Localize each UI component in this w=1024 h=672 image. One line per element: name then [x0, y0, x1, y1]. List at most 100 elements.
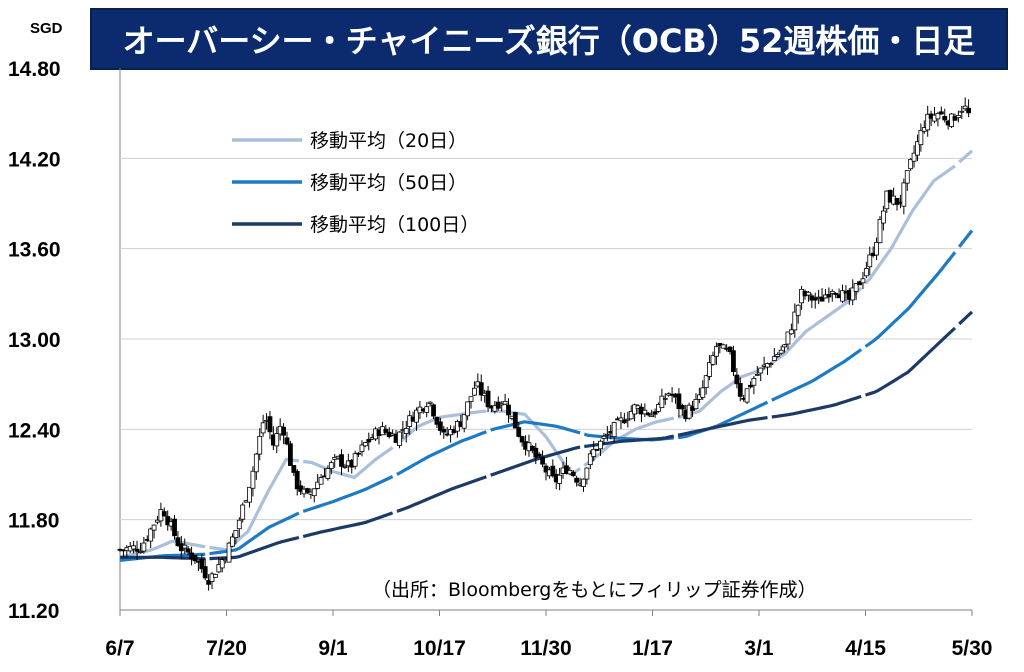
candle-body — [325, 468, 331, 479]
candle-body — [782, 344, 787, 348]
candle-body — [431, 404, 436, 417]
candle-body — [676, 393, 682, 409]
candle-body — [311, 488, 317, 497]
legend-label: 移動平均（20日） — [310, 130, 467, 152]
y-axis-unit: SGD — [30, 20, 63, 37]
candle-body — [199, 558, 205, 570]
candle-body — [962, 105, 968, 110]
candle-body — [366, 439, 372, 443]
candle-body — [959, 110, 965, 113]
candle-body — [182, 544, 188, 549]
candle-body — [434, 416, 440, 425]
candle-body — [765, 363, 770, 368]
candle-body — [253, 453, 259, 473]
candle-body — [591, 448, 597, 457]
candle-body — [250, 470, 256, 489]
candle-body — [714, 346, 719, 357]
candle-body — [758, 367, 764, 374]
candle-body — [284, 437, 290, 445]
candle-body — [356, 452, 361, 455]
candle-body — [138, 551, 143, 553]
candle-body — [219, 559, 225, 569]
candle-body — [550, 465, 556, 477]
y-tick-label: 13.00 — [8, 329, 61, 352]
ma20-line — [119, 149, 974, 559]
candle-body — [175, 537, 181, 547]
candle-body — [594, 449, 600, 451]
candle-body — [437, 421, 443, 431]
candle-body — [710, 355, 716, 365]
candle-body — [151, 524, 157, 531]
candle-body — [788, 329, 794, 335]
candle-body — [287, 443, 293, 466]
candle-body — [584, 467, 590, 480]
candle-body — [267, 416, 273, 433]
legend-label: 移動平均（100日） — [310, 214, 479, 236]
candle-body — [785, 331, 791, 345]
candle-body — [911, 152, 917, 162]
candle-body — [731, 350, 736, 373]
candle-body — [925, 113, 931, 131]
candle-body — [281, 426, 286, 436]
x-tick-label: 10/17 — [413, 637, 466, 660]
candle-body — [226, 542, 232, 563]
candle-body — [213, 573, 218, 578]
candle-body — [771, 356, 777, 361]
candle-body — [185, 548, 191, 553]
ma50-line — [119, 229, 974, 562]
candle-body — [206, 580, 212, 585]
candle-body — [806, 291, 811, 296]
candle-body — [260, 422, 266, 434]
candle-body — [840, 290, 845, 302]
candle-body — [468, 396, 474, 402]
candle-body — [625, 418, 631, 421]
candle-body — [601, 435, 607, 439]
candle-body — [461, 414, 467, 429]
candle-body — [894, 197, 900, 205]
candle-body — [649, 414, 655, 418]
candle-body — [165, 516, 171, 526]
candle-body — [359, 444, 365, 452]
candle-body — [618, 417, 624, 422]
candle-body — [819, 296, 825, 302]
candle-body — [536, 453, 542, 457]
candle-body — [291, 465, 297, 473]
candle-body — [720, 344, 726, 349]
candle-body — [274, 433, 280, 447]
candle-body — [652, 411, 658, 415]
candle-body — [751, 378, 757, 386]
candle-body — [768, 363, 774, 366]
x-tick-label: 4/15 — [845, 637, 886, 660]
candle-body — [298, 485, 304, 492]
candle-body — [570, 471, 576, 477]
candle-body — [543, 465, 549, 473]
candle-body — [318, 477, 324, 485]
y-tick-label: 11.80 — [8, 510, 59, 533]
candle-body — [397, 431, 402, 446]
candle-body — [850, 287, 856, 301]
candle-body — [754, 373, 760, 376]
candle-body — [294, 470, 300, 490]
candle-body — [441, 428, 447, 433]
candle-body — [795, 304, 801, 316]
candle-body — [339, 454, 344, 467]
candle-body — [775, 354, 781, 357]
y-tick-label: 14.20 — [8, 148, 61, 171]
candle-body — [230, 536, 235, 547]
candle-body — [901, 182, 907, 207]
candle-body — [424, 406, 430, 413]
x-tick-label: 7/20 — [206, 637, 247, 660]
candle-body — [632, 404, 638, 415]
candle-body — [172, 518, 177, 537]
candle-body — [737, 383, 743, 397]
candle-body — [908, 159, 914, 170]
candle-body — [557, 474, 563, 484]
candle-body — [935, 112, 941, 120]
candle-body — [679, 404, 685, 410]
candle-body — [942, 116, 948, 121]
candle-body — [877, 218, 883, 244]
candle-body — [915, 141, 920, 156]
candle-body — [134, 548, 140, 552]
candle-body — [465, 401, 471, 417]
candle-body — [727, 346, 733, 353]
